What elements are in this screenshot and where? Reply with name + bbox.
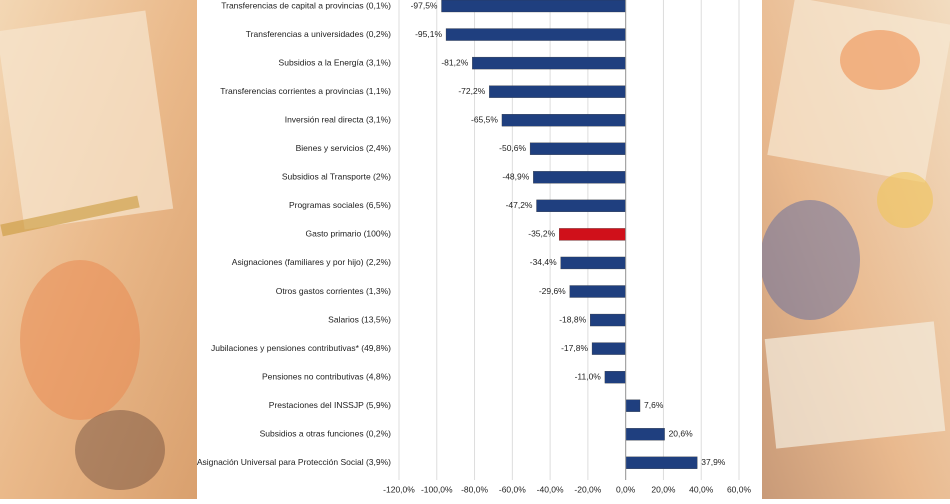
value-label: -72,2% bbox=[458, 86, 485, 96]
value-label: -18,8% bbox=[559, 314, 586, 324]
category-label: Asignación Universal para Protección Soc… bbox=[197, 457, 391, 467]
x-tick-label: -40,0% bbox=[537, 484, 564, 494]
x-tick-label: -60,0% bbox=[499, 484, 526, 494]
bar bbox=[625, 399, 641, 412]
category-label: Jubilaciones y pensiones contributivas* … bbox=[211, 343, 391, 353]
x-tick-label: 60,0% bbox=[727, 484, 752, 494]
category-label: Pensiones no contributivas (4,8%) bbox=[262, 371, 391, 381]
category-label: Inversión real directa (3,1%) bbox=[285, 114, 391, 124]
value-label: -11,0% bbox=[575, 371, 602, 381]
value-label: 20,6% bbox=[669, 429, 694, 439]
bar bbox=[625, 456, 698, 469]
x-tick-label: 40,0% bbox=[689, 484, 714, 494]
bar bbox=[560, 256, 626, 270]
bar bbox=[441, 0, 626, 13]
value-label: 7,6% bbox=[644, 400, 664, 410]
category-label: Salarios (13,5%) bbox=[328, 314, 391, 324]
bar bbox=[591, 342, 626, 355]
bar bbox=[445, 28, 626, 41]
x-tick-label: -20,0% bbox=[574, 484, 601, 494]
bar bbox=[569, 285, 626, 298]
bar bbox=[489, 85, 626, 98]
category-label: Transferencias corrientes a provincias (… bbox=[220, 86, 391, 96]
chart-panel bbox=[197, 0, 762, 499]
value-label: -97,5% bbox=[411, 0, 438, 10]
value-label: -81,2% bbox=[441, 57, 468, 67]
bar bbox=[529, 142, 626, 155]
background-photo-right bbox=[760, 0, 950, 499]
bar bbox=[559, 228, 626, 241]
value-label: -65,5% bbox=[471, 114, 498, 124]
bar bbox=[536, 199, 626, 213]
category-label: Asignaciones (familiares y por hijo) (2,… bbox=[232, 257, 391, 267]
value-label: -47,2% bbox=[506, 200, 533, 210]
category-label: Subsidios al Transporte (2%) bbox=[282, 172, 391, 182]
x-tick-label: 0,0% bbox=[616, 484, 636, 494]
category-label: Subsidios a otras funciones (0,2%) bbox=[260, 429, 392, 439]
bar bbox=[604, 370, 626, 384]
category-label: Transferencias a universidades (0,2%) bbox=[246, 29, 391, 39]
x-tick-label: -80,0% bbox=[461, 484, 488, 494]
bar bbox=[472, 56, 626, 70]
bar bbox=[625, 428, 665, 441]
category-label: Prestaciones del INSSJP (5,9%) bbox=[269, 400, 391, 410]
value-label: -34,4% bbox=[530, 257, 557, 267]
category-label: Programas sociales (6,5%) bbox=[289, 200, 391, 210]
value-label: 37,9% bbox=[701, 457, 726, 467]
value-label: -35,2% bbox=[528, 229, 555, 239]
background-photo-left bbox=[0, 0, 197, 499]
bar bbox=[590, 313, 626, 327]
bar bbox=[501, 114, 626, 127]
value-label: -50,6% bbox=[499, 143, 526, 153]
value-label: -95,1% bbox=[415, 29, 442, 39]
x-tick-label: -120,0% bbox=[383, 484, 415, 494]
category-label: Otros gastos corrientes (1,3%) bbox=[276, 286, 391, 296]
value-label: -29,6% bbox=[539, 286, 566, 296]
category-label: Bienes y servicios (2,4%) bbox=[296, 143, 392, 153]
value-label: -48,9% bbox=[502, 172, 529, 182]
category-label: Subsidios a la Energía (3,1%) bbox=[279, 57, 392, 67]
x-tick-label: 20,0% bbox=[651, 484, 676, 494]
value-label: -17,8% bbox=[561, 343, 588, 353]
category-label: Gasto primario (100%) bbox=[305, 229, 391, 239]
bar bbox=[533, 171, 626, 184]
category-label: Transferencias de capital a provincias (… bbox=[221, 0, 391, 10]
x-tick-label: -100,0% bbox=[421, 484, 453, 494]
